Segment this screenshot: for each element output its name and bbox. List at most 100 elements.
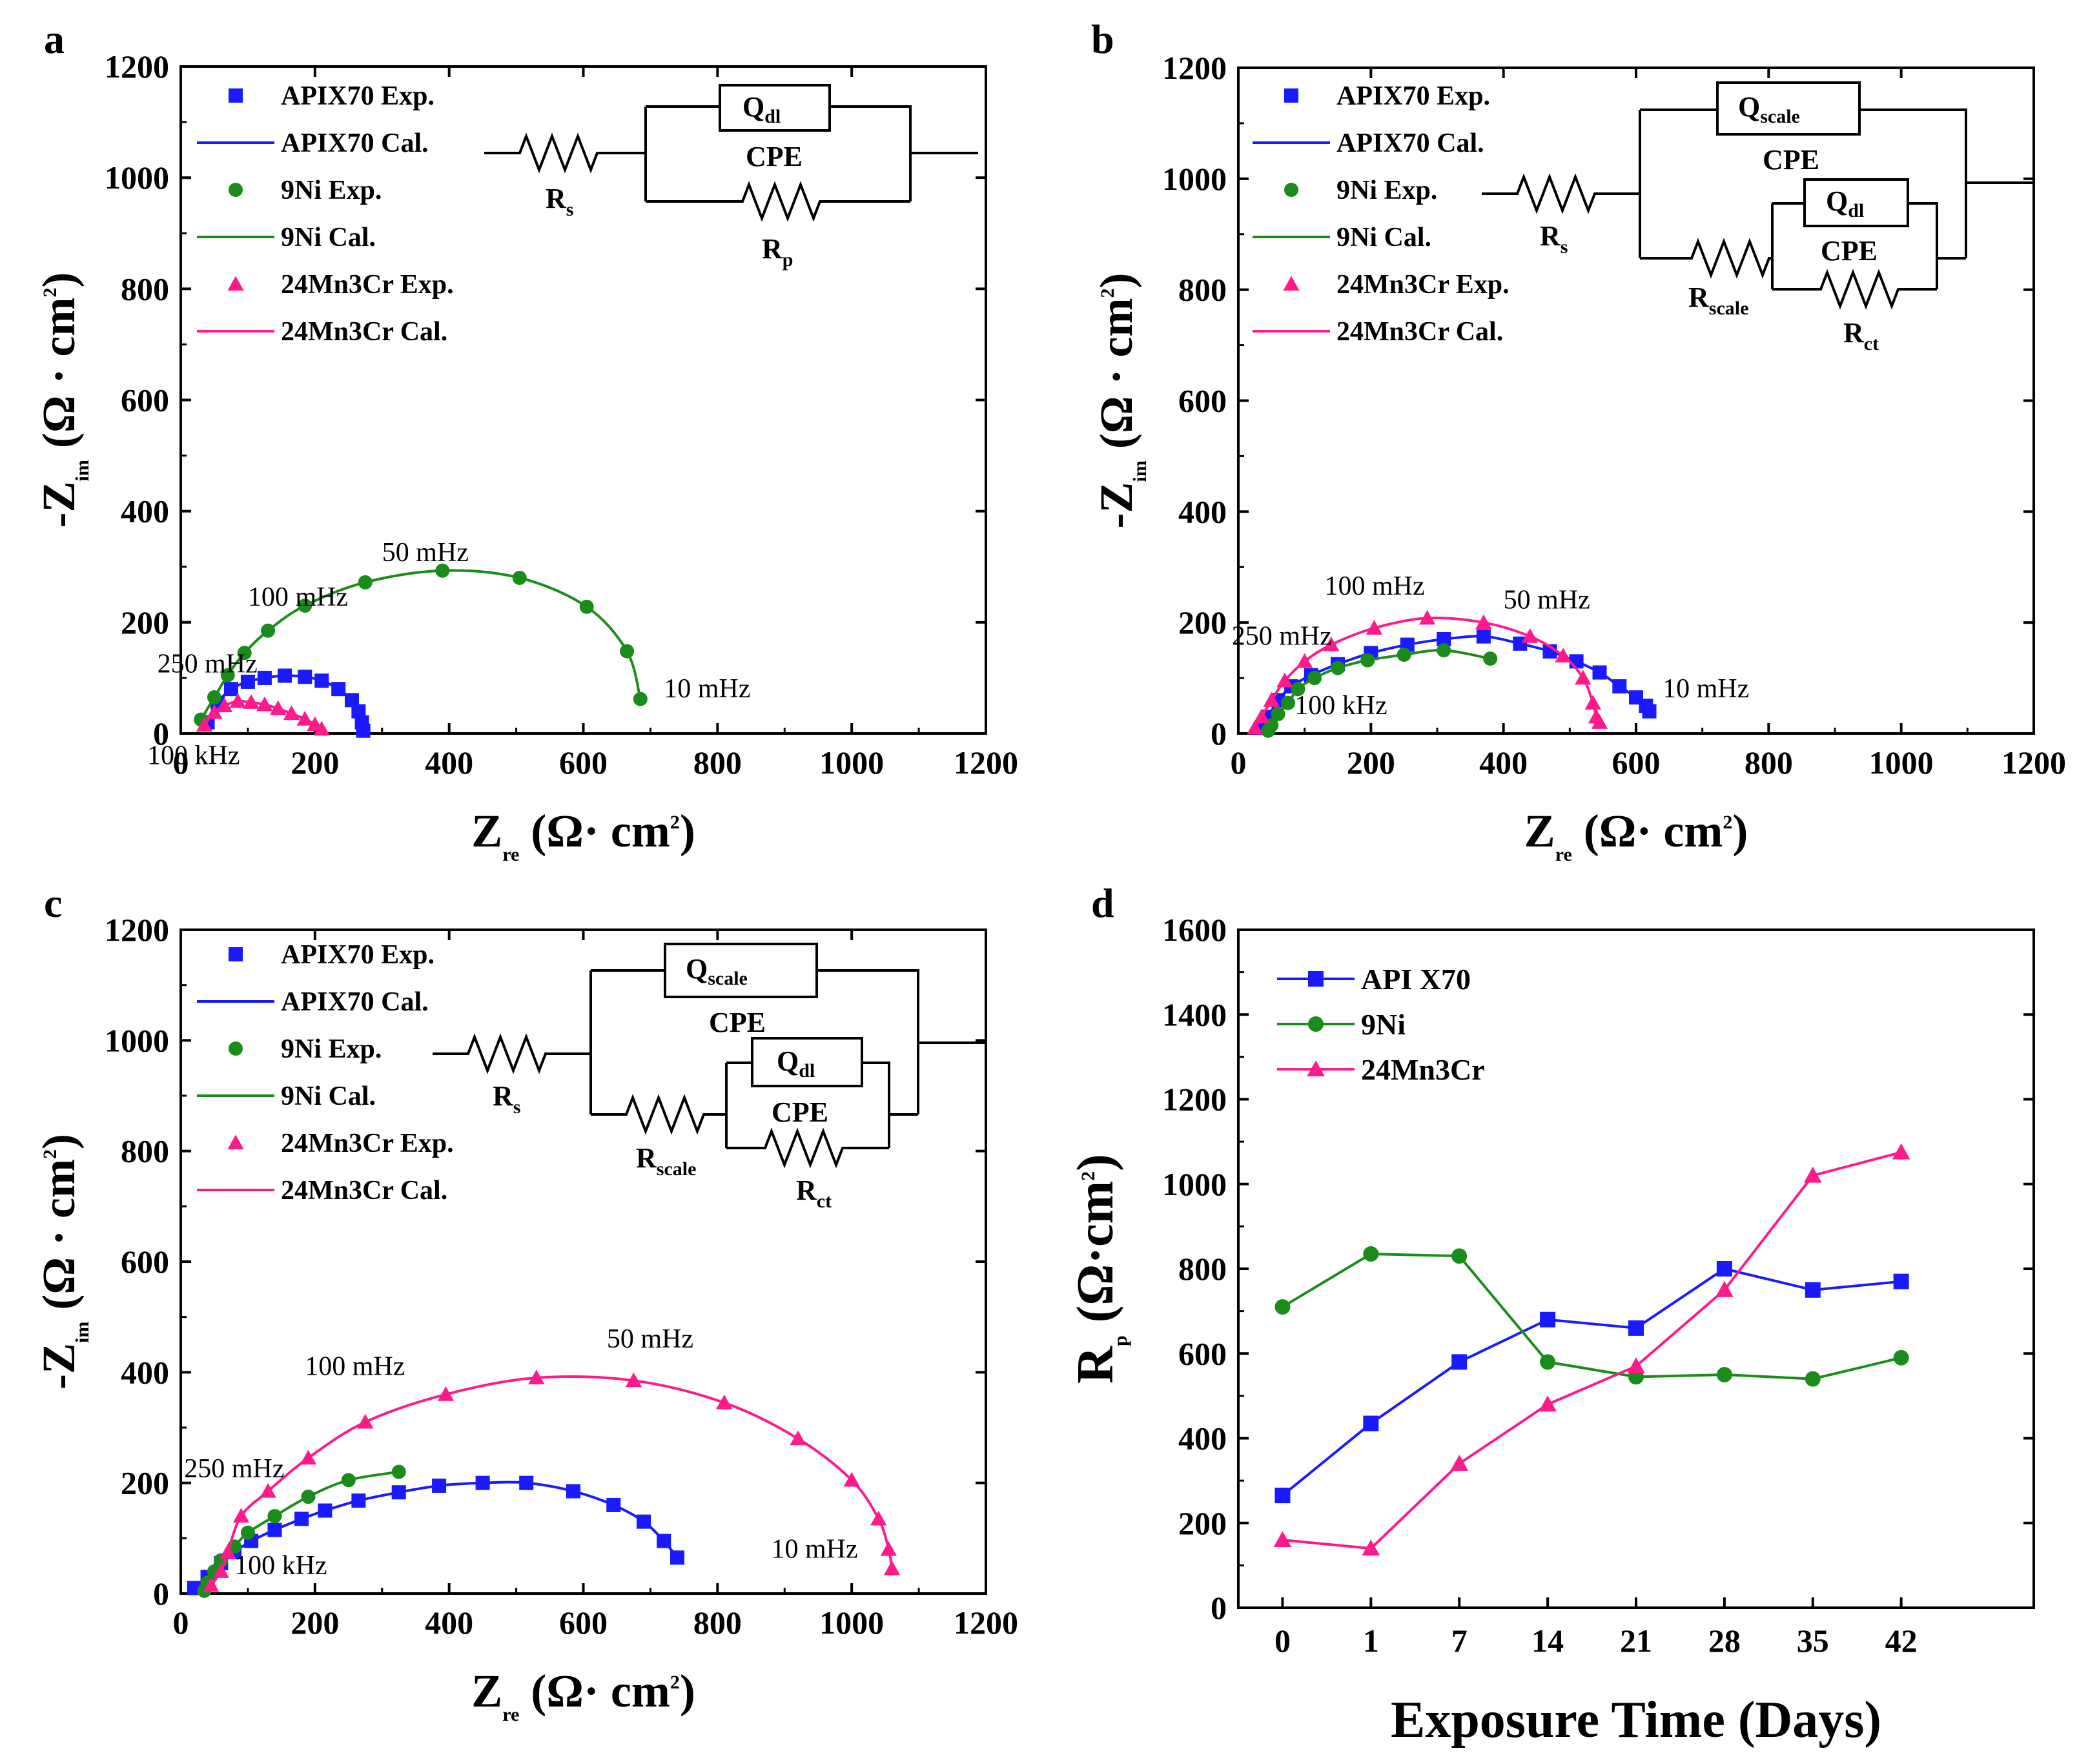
legend-label: 24Mn3Cr Exp. bbox=[281, 1129, 454, 1158]
legend-marker bbox=[227, 1134, 244, 1150]
y-tick-label: 1400 bbox=[1162, 996, 1227, 1032]
data-point-9ni bbox=[1291, 682, 1305, 697]
data-point-9ni bbox=[207, 690, 221, 705]
legend-marker bbox=[1308, 971, 1324, 987]
x-axis-title-part: Z bbox=[1524, 805, 1555, 857]
data-point-9ni bbox=[341, 1473, 356, 1488]
legend-label: 24Mn3Cr Exp. bbox=[281, 270, 454, 300]
data-point-9ni bbox=[1331, 661, 1345, 675]
data-point-24mn3cr bbox=[528, 1369, 545, 1385]
data-point-24mn3cr bbox=[1555, 648, 1571, 662]
data-point-24mn3cr bbox=[437, 1386, 455, 1401]
legend-label: 24Mn3Cr Cal. bbox=[1336, 317, 1503, 347]
data-point-24mn3cr bbox=[1715, 1281, 1734, 1297]
x-tick-label: 800 bbox=[1745, 744, 1793, 781]
data-point-9ni bbox=[267, 1509, 282, 1524]
legend-marker bbox=[229, 88, 243, 103]
data-point-24mn3cr bbox=[313, 721, 330, 736]
y-axis-title-part: (Ω · cm bbox=[1090, 298, 1142, 461]
data-point-24mn3cr bbox=[1475, 614, 1492, 630]
legend-marker bbox=[229, 947, 243, 961]
circuit-a-rp-label: Rp bbox=[762, 233, 793, 271]
y-tick-label: 1000 bbox=[105, 1022, 169, 1058]
legend-label: APIX70 Exp. bbox=[281, 940, 435, 970]
data-point-apix70 bbox=[1437, 631, 1451, 646]
y-tick-label: 0 bbox=[153, 715, 169, 752]
y-tick-label: 1200 bbox=[105, 912, 169, 948]
frequency-annotation: 10 mHz bbox=[664, 674, 750, 704]
x-axis-title-part: 2 bbox=[1723, 812, 1732, 833]
data-point-24mn3cr bbox=[870, 1510, 887, 1526]
panel-label-d: d bbox=[1091, 880, 1114, 926]
y-tick-label: 1200 bbox=[1162, 1082, 1227, 1118]
data-point-apix70 bbox=[318, 1503, 333, 1518]
data-point-24mn3cr bbox=[1263, 692, 1280, 707]
data-point-9ni bbox=[261, 623, 276, 638]
data-point-24mn3cr bbox=[1247, 719, 1264, 735]
x-tick-label: 600 bbox=[559, 744, 608, 781]
data-point-9ni bbox=[1363, 1246, 1379, 1262]
y-axis-title-part: im bbox=[72, 1322, 93, 1343]
x-tick-label: 1 bbox=[1363, 1623, 1379, 1659]
data-point-24mn3cr bbox=[1627, 1357, 1645, 1373]
data-point-24mn3cr bbox=[1296, 653, 1313, 668]
circuit-a-q-label: Qdl bbox=[742, 91, 781, 127]
y-axis-title-part: R bbox=[1067, 1346, 1124, 1384]
data-point-apix70 bbox=[657, 1533, 671, 1548]
legend-label: 9Ni bbox=[1361, 1008, 1406, 1041]
circuit-c-qdl-label: Qdl bbox=[777, 1045, 815, 1082]
data-point-9ni bbox=[301, 1490, 316, 1504]
data-point-24mn3cr bbox=[1253, 708, 1270, 724]
data-point-24mn3cr bbox=[790, 1430, 806, 1446]
y-tick-label: 600 bbox=[121, 382, 169, 418]
y-axis-title-part: (Ω · cm bbox=[33, 298, 85, 460]
y-tick-label: 0 bbox=[153, 1575, 169, 1612]
y-tick-label: 400 bbox=[121, 493, 169, 529]
panel-label-b: b bbox=[1091, 16, 1114, 62]
data-point-9ni bbox=[1716, 1367, 1732, 1383]
nyquist-panel-c: 0 200 400 600 800 1000 1200 0 200 400 600 800 1000 12… bbox=[33, 912, 1018, 1725]
data-point-24mn3cr bbox=[1591, 714, 1608, 729]
data-point-9ni bbox=[512, 570, 527, 585]
data-point-24mn3cr bbox=[203, 1577, 220, 1592]
equivalent-circuit-b bbox=[1482, 81, 2034, 310]
x-tick-label: 200 bbox=[1347, 744, 1395, 781]
x-tick-label: 400 bbox=[1479, 744, 1528, 781]
x-tick-label: 1200 bbox=[2001, 744, 2066, 781]
data-point-apix70 bbox=[1592, 665, 1607, 680]
legend-label: 9Ni Cal. bbox=[281, 223, 376, 252]
circuit-b-qdl-label: Qdl bbox=[1826, 185, 1864, 221]
legend-marker bbox=[1308, 1016, 1324, 1032]
legend-label: 9Ni Cal. bbox=[1336, 223, 1431, 252]
data-point-24mn3cr bbox=[216, 697, 233, 713]
data-point-9ni bbox=[1893, 1349, 1909, 1366]
legend-marker bbox=[1307, 1060, 1325, 1077]
data-point-apix70 bbox=[637, 1514, 651, 1529]
legend-label: 9Ni Cal. bbox=[281, 1082, 376, 1111]
x-tick-label: 0 bbox=[1274, 1623, 1291, 1659]
data-point-24mn3cr bbox=[229, 693, 246, 708]
data-point-24mn3cr bbox=[625, 1372, 642, 1388]
data-point-apix70 bbox=[257, 670, 272, 685]
data-point-24mn3cr bbox=[296, 710, 313, 726]
circuit-c-rs-resistor bbox=[433, 1033, 591, 1074]
frequency-annotation: 100 mHz bbox=[305, 1352, 405, 1382]
legend-label: APIX70 Exp. bbox=[1336, 81, 1490, 111]
circuit-b-rs-label: Rs bbox=[1540, 220, 1568, 258]
frequency-annotation: 100 kHz bbox=[1295, 691, 1387, 721]
x-tick-label: 35 bbox=[1797, 1623, 1829, 1659]
data-point-api-x70 bbox=[1805, 1282, 1821, 1298]
x-axis-title-part: re bbox=[1555, 844, 1572, 865]
circuit-a-cpe-label: CPE bbox=[746, 141, 803, 172]
frequency-annotation: 10 mHz bbox=[771, 1534, 857, 1564]
panel-label-a: a bbox=[44, 16, 65, 62]
data-point-24mn3cr bbox=[1584, 695, 1601, 710]
data-point-9ni bbox=[1483, 651, 1498, 666]
rp-panel-d: 0 1 7 14 21 28 35 42 0 200 400 600 800 1000 1200 1400 16… bbox=[1067, 912, 2035, 1749]
x-tick-label: 1000 bbox=[819, 1605, 884, 1641]
circuit-c-rs-label: Rs bbox=[493, 1080, 520, 1118]
x-axis-title-part: (Ω· cm bbox=[519, 1665, 670, 1717]
y-tick-label: 1000 bbox=[1162, 161, 1227, 197]
data-point-9ni bbox=[579, 599, 594, 614]
